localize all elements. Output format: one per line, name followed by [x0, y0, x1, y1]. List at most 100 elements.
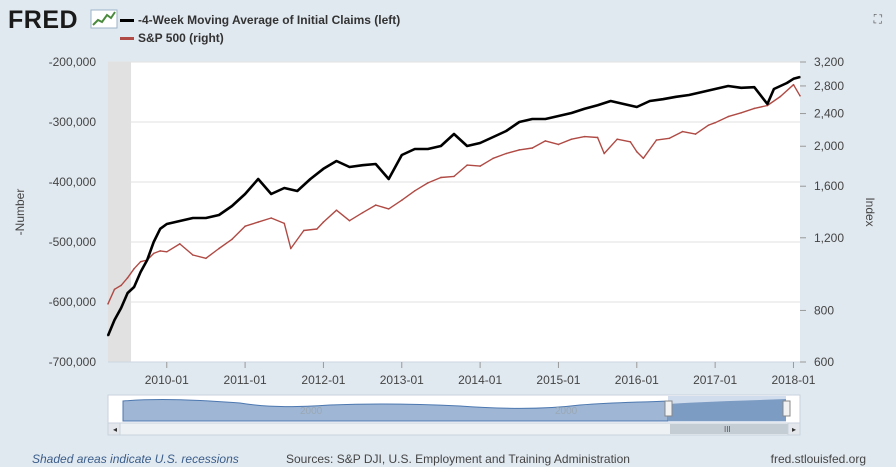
data-point-claims-43 — [609, 100, 612, 102]
series-layer — [106, 75, 801, 337]
data-point-claims-20 — [309, 178, 312, 180]
data-point-sp500-5 — [139, 260, 142, 263]
series-line-sp500 — [107, 83, 801, 305]
data-point-claims-35 — [505, 130, 508, 132]
data-point-sp500-4 — [133, 267, 135, 270]
data-point-claims-36 — [518, 121, 521, 123]
data-point-sp500-23 — [335, 209, 338, 211]
data-point-claims-18 — [283, 187, 286, 189]
data-point-sp500-47 — [635, 150, 638, 153]
scroll-right-button[interactable] — [787, 422, 801, 436]
data-point-sp500-57 — [753, 107, 756, 110]
data-point-sp500-20 — [303, 229, 305, 232]
right-tick-label-4: 1,600 — [814, 179, 844, 193]
x-tick-label-3: 2013-01 — [380, 373, 424, 387]
x-axis: 2010-01 2011-01 2012-01 2013-01 2014-01 2015-… — [108, 361, 816, 387]
scroll-left-button[interactable] — [107, 422, 121, 436]
x-tick-label-7: 2017-01 — [693, 373, 737, 387]
fred-logo[interactable]: FRED — [8, 6, 79, 34]
data-point-sp500-60 — [792, 83, 795, 86]
data-point-sp500-11 — [192, 254, 194, 256]
navigator-right-handle[interactable] — [782, 400, 791, 417]
data-point-claims-11 — [192, 217, 194, 219]
data-point-sp500-39 — [544, 140, 547, 142]
fred-site-link[interactable]: fred.stlouisfed.org — [770, 452, 866, 466]
data-point-sp500-49 — [655, 139, 658, 141]
data-point-sp500-25 — [361, 211, 364, 214]
data-point-claims-38 — [544, 118, 547, 120]
data-point-claims-3 — [126, 292, 129, 294]
data-point-claims-44 — [622, 103, 625, 105]
legend-swatch-claims — [120, 18, 134, 22]
recession-shading — [108, 62, 132, 362]
data-point-claims-9 — [165, 223, 168, 225]
left-axis: -200,000 -300,000 -400,000 -500,000 -600,000… — [49, 55, 97, 369]
fullscreen-icon[interactable]: ⛶ — [873, 12, 882, 26]
data-point-claims-21 — [322, 168, 325, 170]
left-tick-label-3: -500,000 — [49, 235, 97, 249]
data-point-sp500-0 — [107, 303, 109, 305]
data-point-sp500-50 — [668, 137, 671, 140]
recession-note-link[interactable]: Shaded areas indicate U.S. recessions — [32, 452, 239, 466]
right-tick-label-6: 800 — [814, 303, 834, 317]
chart-legend: -4-Week Moving Average of Initial Claims… — [120, 11, 400, 47]
legend-item-sp500[interactable]: S&P 500 (right) — [120, 29, 400, 47]
data-point-claims-56 — [773, 88, 775, 90]
data-point-claims-32 — [466, 145, 468, 147]
data-point-claims-45 — [635, 106, 638, 108]
data-point-sp500-41 — [570, 138, 573, 141]
data-point-sp500-45 — [616, 138, 619, 141]
data-point-sp500-31 — [440, 176, 442, 179]
data-point-sp500-13 — [218, 247, 220, 250]
navigator-left-handle[interactable] — [664, 400, 673, 417]
data-point-claims-34 — [492, 136, 494, 138]
data-point-claims-16 — [257, 178, 259, 180]
data-point-claims-52 — [727, 85, 729, 87]
data-point-sp500-33 — [466, 164, 468, 166]
data-point-sp500-36 — [505, 152, 508, 155]
data-point-sp500-55 — [727, 115, 729, 118]
scroll-right-arrow-icon: ▸ — [792, 425, 796, 434]
data-point-sp500-8 — [159, 250, 162, 252]
legend-item-claims[interactable]: -4-Week Moving Average of Initial Claims… — [120, 11, 400, 29]
data-point-claims-12 — [205, 217, 207, 219]
data-point-sp500-48 — [642, 157, 645, 160]
navigator-scrollbar[interactable]: ◂ III ▸ — [107, 422, 801, 436]
data-point-sp500-2 — [120, 284, 122, 287]
data-point-claims-1 — [113, 319, 116, 321]
data-point-claims-6 — [146, 259, 148, 261]
data-point-claims-47 — [662, 98, 664, 100]
sources-text: Sources: S&P DJI, U.S. Employment and Tr… — [286, 452, 630, 466]
data-point-claims-25 — [374, 163, 377, 165]
right-axis: 3,200 2,800 2,400 2,000 1,600 1,200 800 600 — [800, 55, 844, 369]
data-point-claims-28 — [414, 148, 416, 150]
data-point-claims-2 — [120, 307, 122, 309]
data-point-sp500-15 — [244, 225, 246, 228]
navigator-year-label-2: 2000 — [555, 406, 578, 417]
left-axis-title: -Number — [13, 189, 27, 236]
data-point-sp500-7 — [152, 252, 155, 255]
x-tick-label-8: 2018-01 — [771, 373, 815, 387]
data-point-sp500-12 — [205, 257, 207, 260]
x-tick-label-1: 2011-01 — [224, 373, 267, 387]
data-point-sp500-27 — [387, 208, 390, 210]
range-navigator[interactable]: 2000 2000 — [107, 394, 801, 424]
data-point-claims-33 — [479, 142, 481, 144]
data-point-claims-57 — [779, 85, 782, 87]
x-tick-label-5: 2015-01 — [536, 373, 580, 387]
data-point-claims-23 — [348, 166, 351, 168]
data-point-claims-59 — [792, 78, 795, 80]
data-point-claims-51 — [714, 88, 716, 90]
data-point-claims-19 — [296, 190, 299, 192]
data-point-claims-46 — [649, 100, 651, 102]
data-point-sp500-28 — [400, 199, 403, 201]
data-point-sp500-54 — [714, 121, 716, 124]
data-point-sp500-18 — [283, 222, 286, 225]
data-point-claims-50 — [701, 91, 703, 93]
data-point-claims-4 — [133, 286, 135, 288]
scroll-thumb[interactable] — [670, 424, 788, 434]
left-tick-label-2: -400,000 — [49, 175, 97, 189]
data-point-claims-42 — [596, 104, 599, 106]
data-point-claims-58 — [786, 82, 788, 84]
data-point-claims-31 — [453, 133, 455, 135]
